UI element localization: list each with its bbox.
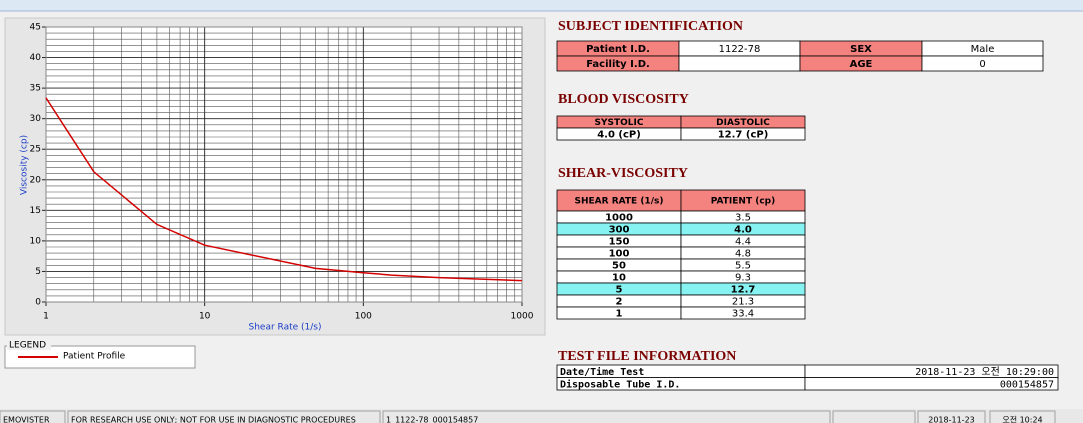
x-tick-label: 100	[355, 312, 372, 322]
y-tick-label: 45	[30, 23, 41, 33]
y-tick-label: 30	[30, 114, 42, 124]
cell-text: 1122-78	[719, 44, 761, 55]
plot-area	[46, 27, 522, 302]
legend-box	[4, 345, 196, 369]
legend-title: LEGEND	[9, 341, 46, 351]
cell-text: 150	[609, 237, 630, 248]
table-cell	[678, 55, 801, 72]
table-cell	[680, 127, 806, 141]
cell-text: Patient I.D.	[586, 44, 650, 55]
cell-text: Date/Time Test	[560, 366, 644, 378]
table-cell	[680, 306, 806, 320]
cell-text: SHEAR RATE (1/s)	[575, 197, 664, 207]
cell-text: 10	[612, 273, 626, 284]
status-text: 오전 10:24	[1002, 415, 1042, 423]
cell-text: 4.4	[735, 237, 751, 248]
section-title: BLOOD VISCOSITY	[558, 92, 689, 107]
cell-text: 300	[609, 225, 630, 236]
status-segment	[832, 410, 916, 423]
y-tick-label: 10	[30, 236, 42, 246]
y-tick-label: 0	[35, 298, 41, 308]
cell-text: 50	[612, 261, 626, 272]
cell-text: 21.3	[732, 297, 754, 308]
x-tick-label: 10	[199, 312, 211, 322]
section-title: SHEAR-VISCOSITY	[558, 166, 688, 181]
cell-text: 1000	[605, 213, 633, 224]
x-tick-label: 1	[43, 312, 49, 322]
y-tick-label: 40	[30, 53, 42, 63]
cell-text: 2018-11-23 오전 10:29:00	[915, 366, 1054, 378]
data-line	[45, 97, 523, 282]
table-cell	[804, 377, 1059, 391]
y-tick-label: 35	[30, 84, 41, 94]
y-tick-label: 25	[30, 145, 41, 155]
status-text: EMOVISTER	[3, 416, 50, 423]
cell-text: 1	[616, 309, 623, 320]
cell-text: 3.5	[735, 213, 751, 224]
status-segment	[382, 410, 831, 423]
table-cell	[921, 55, 1044, 72]
cell-text: 0	[979, 59, 985, 70]
plot-frame	[45, 26, 523, 303]
cell-text: Male	[971, 44, 995, 55]
cell-text: 2	[616, 297, 623, 308]
top-strip	[0, 0, 1083, 11]
y-axis-label: Viscosity (cp)	[20, 135, 30, 195]
cell-text: Facility I.D.	[586, 59, 650, 70]
cell-text: 12.7 (cP)	[718, 130, 769, 141]
status-text: FOR RESEARCH USE ONLY; NOT FOR USE IN DI…	[71, 416, 356, 423]
status-segment	[0, 410, 66, 423]
cell-text: 5.5	[735, 261, 751, 272]
cell-text: 12.7	[731, 285, 756, 296]
status-segment	[67, 410, 381, 423]
cell-text: 4.0 (cP)	[597, 130, 641, 141]
legend-label: Patient Profile	[63, 352, 126, 362]
status-segment	[917, 410, 986, 423]
cell-text: 5	[616, 285, 623, 296]
legend-title-bg	[7, 340, 51, 350]
cell-text: 000154857	[1000, 379, 1054, 390]
status-text: 1_1122-78_000154857	[386, 416, 478, 423]
cell-text: PATIENT (cp)	[711, 197, 775, 207]
cell-text: 100	[609, 249, 630, 260]
y-tick-label: 15	[30, 206, 41, 216]
cell-text: 4.0	[734, 225, 752, 236]
y-tick-label: 20	[30, 175, 42, 185]
y-tick-label: 5	[35, 267, 41, 277]
section-title: SUBJECT IDENTIFICATION	[558, 19, 743, 34]
cell-text: SEX	[850, 44, 872, 55]
cell-text: SYSTOLIC	[595, 118, 644, 128]
cell-text: DIASTOLIC	[716, 118, 770, 128]
cell-text: 33.4	[732, 309, 754, 320]
cell-text: Disposable Tube I.D.	[560, 378, 680, 390]
x-tick-label: 1000	[511, 312, 534, 322]
status-text: 2018-11-23	[928, 416, 975, 423]
status-segment	[989, 410, 1056, 423]
cell-text: 4.8	[735, 249, 751, 260]
x-axis-label: Shear Rate (1/s)	[249, 323, 322, 333]
status-bar	[0, 409, 1083, 423]
section-title: TEST FILE INFORMATION	[558, 349, 736, 364]
cell-text: AGE	[850, 59, 873, 70]
cell-text: 9.3	[735, 273, 751, 284]
